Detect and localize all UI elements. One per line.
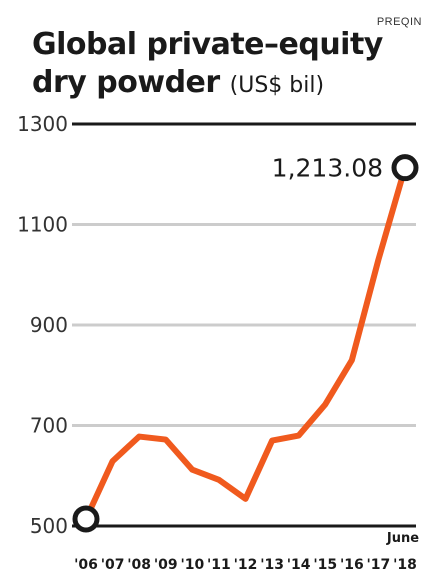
title-line2: dry powder bbox=[32, 65, 220, 100]
x-tick-label: '17 bbox=[367, 557, 391, 573]
title-unit: (US$ bil) bbox=[229, 73, 325, 98]
y-tick-label: 500 bbox=[30, 514, 68, 538]
x-tick-label: '06 bbox=[74, 557, 98, 573]
title-line1: Global private–equity bbox=[32, 27, 383, 62]
x-extra-label: June bbox=[386, 531, 419, 546]
y-tick-label: 1300 bbox=[17, 112, 68, 136]
x-tick-label: '07 bbox=[101, 557, 125, 573]
y-tick-label: 900 bbox=[30, 313, 68, 337]
y-tick-label: 1100 bbox=[17, 213, 68, 237]
x-tick-label: '08 bbox=[127, 557, 151, 573]
x-tick-label: '13 bbox=[260, 557, 284, 573]
source-label: PREQIN bbox=[376, 16, 422, 28]
x-tick-label: '12 bbox=[234, 557, 258, 573]
endpoint-marker bbox=[72, 505, 100, 533]
x-tick-label: '11 bbox=[207, 557, 231, 573]
x-tick-label: '18 bbox=[393, 557, 417, 573]
x-tick-label: '15 bbox=[313, 557, 337, 573]
title-line2-wrap: dry powder (US$ bil) bbox=[32, 64, 383, 105]
x-tick-label: '10 bbox=[180, 557, 204, 573]
x-tick-label: '16 bbox=[340, 557, 364, 573]
y-tick-label: 700 bbox=[30, 414, 68, 438]
x-tick-label: '14 bbox=[287, 557, 311, 573]
series-line bbox=[83, 164, 408, 522]
endpoint-marker bbox=[391, 154, 419, 182]
value-annotation: 1,213.08 bbox=[272, 154, 383, 183]
chart-title: Global private–equity dry powder (US$ bi… bbox=[32, 26, 383, 105]
x-tick-label: '09 bbox=[154, 557, 178, 573]
